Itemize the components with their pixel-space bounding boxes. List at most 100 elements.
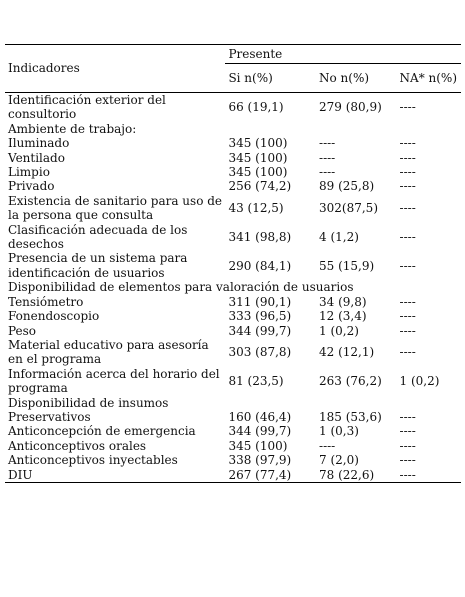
cell-no: 279 (80,9): [319, 100, 382, 115]
cell-yes: 344 (99,7): [228, 323, 292, 338]
cell-no: 185 (53,6): [319, 409, 382, 424]
header-indicators: Indicadores: [5, 44, 226, 93]
cell-yes: 344 (99,7): [228, 424, 292, 439]
cell-yes: 256 (74,2): [228, 179, 292, 194]
cell-yes: 81 (23,5): [228, 373, 284, 388]
cell-no: ----: [319, 150, 336, 165]
row-label: Limpio: [8, 165, 50, 180]
cell-yes: 338 (97,9): [228, 453, 292, 468]
header-na: NA* n(%): [396, 63, 461, 93]
row-label: Privado: [8, 179, 55, 194]
table-row: Limpio 345 (100) ---- ----: [5, 165, 461, 179]
cell-yes: 311 (90,1): [228, 294, 292, 309]
table-row: Privado 256 (74,2) 89 (25,8) ----: [5, 179, 461, 193]
row-label: Información acerca del horario del progr…: [8, 366, 220, 396]
cell-na: ----: [399, 136, 416, 151]
cell-na: ----: [399, 150, 416, 165]
cell-yes: 345 (100): [228, 438, 288, 453]
cell-na: ----: [399, 100, 416, 115]
table-row: Anticonceptivos inyectables 338 (97,9) 7 (…: [5, 453, 461, 467]
cell-na: [397, 122, 461, 136]
row-label: Tensiómetro: [8, 294, 84, 309]
cell-na: [397, 396, 461, 410]
indicators-table: Indicadores Presente Si n(%) No n(%) NA*…: [5, 44, 461, 483]
header-yes: Si n(%): [225, 63, 317, 93]
row-label: Preservativos: [8, 409, 91, 424]
row-label: Anticonceptivos inyectables: [8, 453, 178, 468]
cell-na: ----: [399, 309, 416, 324]
table-row: Preservativos 160 (46,4) 185 (53,6) ----: [5, 410, 461, 424]
row-label: Ambiente de trabajo:: [8, 121, 137, 136]
cell-yes: 43 (12,5): [228, 201, 284, 216]
table-row: Material educativo para asesoría en el p…: [5, 338, 461, 367]
table-row: Existencia de sanitario para uso de la p…: [5, 194, 461, 223]
row-label: Existencia de sanitario para uso de la p…: [8, 193, 223, 223]
cell-na: ----: [399, 345, 416, 360]
cell-yes: 303 (87,8): [228, 345, 292, 360]
cell-na: ----: [399, 323, 416, 338]
table-row: Peso 344 (99,7) 1 (0,2) ----: [5, 324, 461, 338]
row-label: Disponibilidad de elementos para valorac…: [8, 280, 354, 295]
cell-no: 4 (1,2): [319, 229, 359, 244]
cell-na: ----: [399, 424, 416, 439]
header-present: Presente: [225, 44, 461, 64]
cell-yes: 345 (100): [228, 136, 288, 151]
row-label: Presencia de un sistema para identificac…: [8, 251, 188, 280]
table-row: Clasificación adecuada de los desechos 34…: [5, 223, 461, 252]
cell-na: ----: [396, 467, 461, 483]
header-row-sub: Si n(%) No n(%) NA* n(%): [5, 63, 461, 93]
cell-no: 1 (0,3): [319, 424, 359, 439]
cell-no: 12 (3,4): [319, 309, 367, 324]
cell-yes: 345 (100): [228, 150, 288, 165]
cell-yes: 345 (100): [228, 165, 288, 180]
cell-na: ----: [399, 453, 416, 468]
cell-yes: 290 (84,1): [228, 258, 292, 273]
cell-na: ----: [399, 201, 416, 216]
cell-no: 34 (9,8): [319, 294, 367, 309]
table-row: Disponibilidad de elementos para valorac…: [5, 280, 461, 294]
table-row: Ventilado 345 (100) ---- ----: [5, 151, 461, 165]
row-label: Anticoncepción de emergencia: [8, 424, 196, 439]
cell-na: ----: [399, 165, 416, 180]
table-row: Información acerca del horario del progr…: [5, 367, 461, 396]
row-label: Peso: [8, 323, 37, 338]
cell-na: ----: [399, 409, 416, 424]
header-row-top: Indicadores Presente: [5, 44, 461, 93]
cell-no: 302(87,5): [319, 201, 379, 216]
row-label: Material educativo para asesoría en el p…: [8, 337, 209, 367]
cell-no: 89 (25,8): [319, 179, 375, 194]
cell-no: [316, 396, 397, 410]
cell-na: ----: [399, 438, 416, 453]
cell-yes: [225, 396, 316, 410]
row-label: DIU: [5, 467, 226, 483]
cell-yes: 267 (77,4): [225, 467, 317, 483]
row-label: Ventilado: [8, 150, 65, 165]
cell-no: 42 (12,1): [319, 345, 375, 360]
table-row: Anticonceptivos orales 345 (100) ---- ----: [5, 439, 461, 453]
cell-no: 55 (15,9): [319, 258, 375, 273]
cell-na: ----: [399, 179, 416, 194]
cell-no: [316, 122, 397, 136]
table-row: DIU 267 (77,4) 78 (22,6) ----: [5, 467, 461, 483]
cell-yes: 160 (46,4): [228, 409, 292, 424]
cell-no: 78 (22,6): [316, 467, 397, 483]
row-label: Identificación exterior del consultorio: [8, 93, 166, 122]
table-row: Disponibilidad de insumos: [5, 396, 461, 410]
cell-no: ----: [319, 136, 336, 151]
cell-no: 1 (0,2): [319, 323, 359, 338]
table-row: Tensiómetro 311 (90,1) 34 (9,8) ----: [5, 295, 461, 309]
cell-no: 263 (76,2): [319, 373, 382, 388]
cell-na: ----: [399, 258, 416, 273]
table-row: Fonendoscopio 333 (96,5) 12 (3,4) ----: [5, 309, 461, 323]
cell-no: ----: [319, 438, 336, 453]
cell-no: ----: [319, 165, 336, 180]
row-label: Iluminado: [8, 136, 70, 151]
table-row: Anticoncepción de emergencia 344 (99,7) 1 …: [5, 424, 461, 438]
row-label: Disponibilidad de insumos: [8, 395, 169, 410]
cell-na: ----: [399, 294, 416, 309]
table-row: Presencia de un sistema para identificac…: [5, 251, 461, 280]
row-label: Fonendoscopio: [8, 309, 100, 324]
row-label: Clasificación adecuada de los desechos: [8, 222, 188, 252]
cell-no: 7 (2,0): [319, 453, 359, 468]
cell-yes: 66 (19,1): [228, 100, 284, 115]
